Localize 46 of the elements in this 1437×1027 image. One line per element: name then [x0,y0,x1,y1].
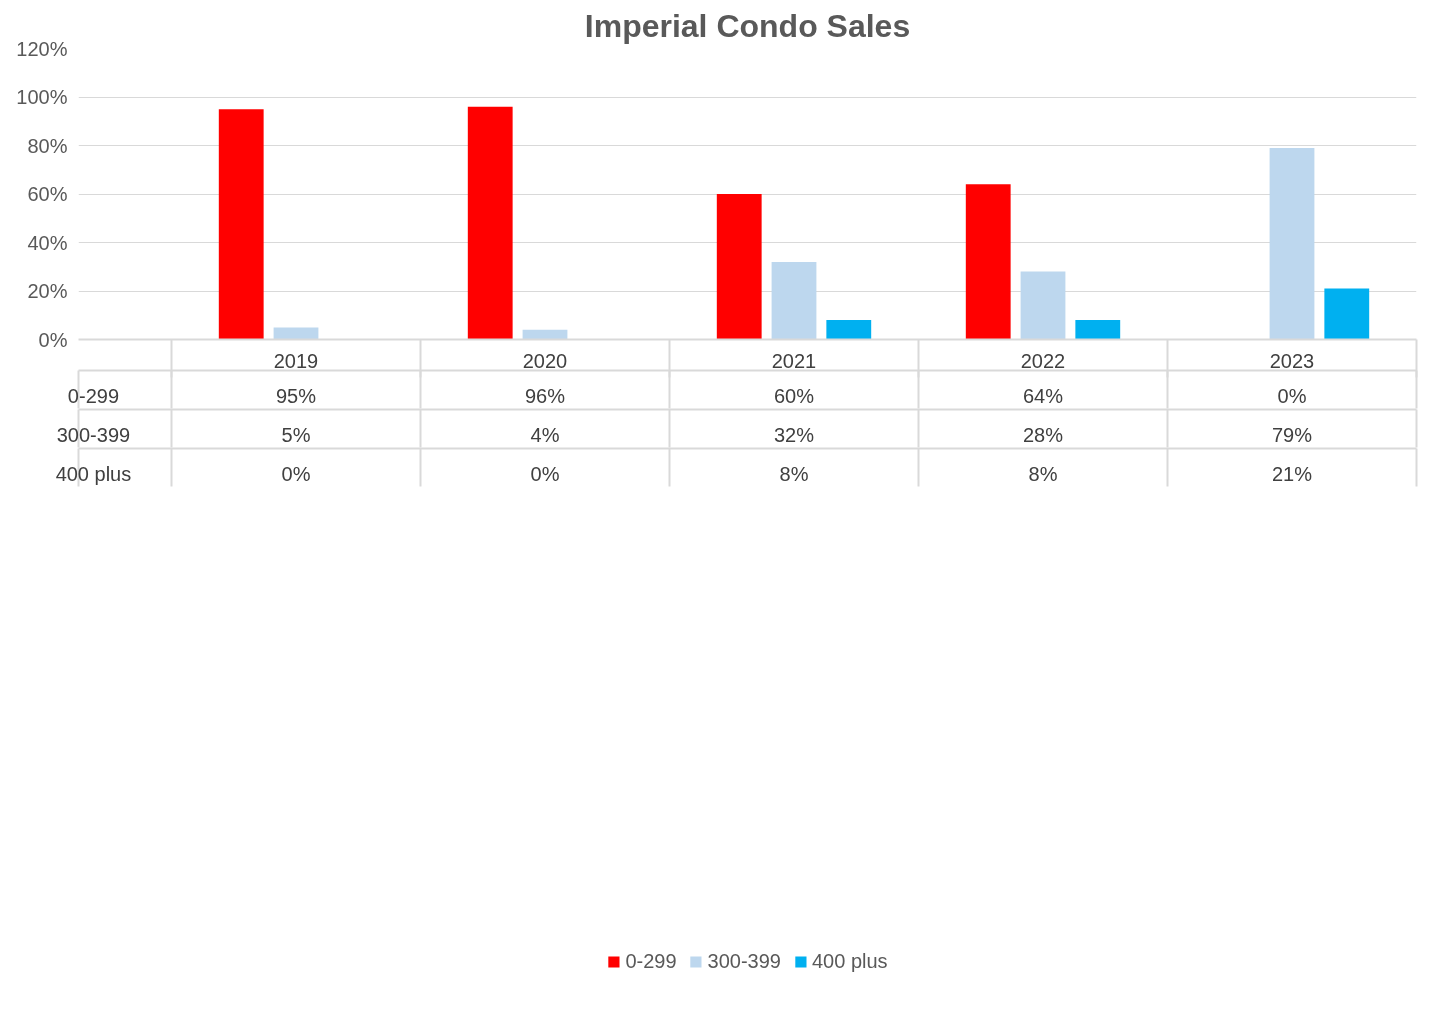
data-label: 96% [524,384,566,407]
data-label: 95% [275,384,317,407]
bar [467,106,513,340]
y-tick-label: 0% [38,328,68,351]
data-label: 64% [1022,384,1064,407]
data-label: 0% [530,462,560,485]
data-label: 8% [779,462,809,485]
text: 0-299 [67,384,120,407]
bar [1075,320,1121,340]
bar [1020,271,1066,340]
y-tick-label: 40% [27,231,68,254]
bar [771,261,817,340]
x-tick-label: 2020 [522,349,568,372]
bar [218,109,264,340]
legend-label: 0-299 [625,949,677,973]
y-tick-label: 80% [27,134,68,157]
data-label: 5% [281,423,311,446]
bar [716,194,762,340]
data-label: 60% [773,384,815,407]
y-tick-label: 120% [16,37,68,60]
data-label: 4% [530,423,560,446]
x-tick-label: 2023 [1269,349,1315,372]
text: 300-399 [56,423,131,446]
x-tick-label: 2019 [273,349,319,372]
data-label: 8% [1028,462,1058,485]
data-label: 28% [1022,423,1064,446]
bar [965,184,1011,340]
bar [1269,147,1315,340]
x-tick-label: 2022 [1020,349,1066,372]
y-tick-label: 100% [16,86,68,108]
bar [1324,288,1370,340]
bar [826,320,872,340]
data-label: 32% [773,423,815,446]
bar [273,327,319,340]
data-label: 79% [1271,423,1313,446]
text: 400 plus [55,462,132,485]
data-label: 21% [1271,462,1313,485]
x-tick-label: 2021 [771,349,817,372]
data-label: 0% [1277,384,1307,407]
y-tick-label: 60% [27,183,68,205]
legend-label: 300-399 [707,949,781,973]
data-label: 0% [281,462,311,485]
y-tick-label: 20% [27,280,68,302]
legend-label: 400 plus [811,949,888,973]
bar [522,329,568,340]
chart-title: Imperial Condo Sales [584,7,911,44]
